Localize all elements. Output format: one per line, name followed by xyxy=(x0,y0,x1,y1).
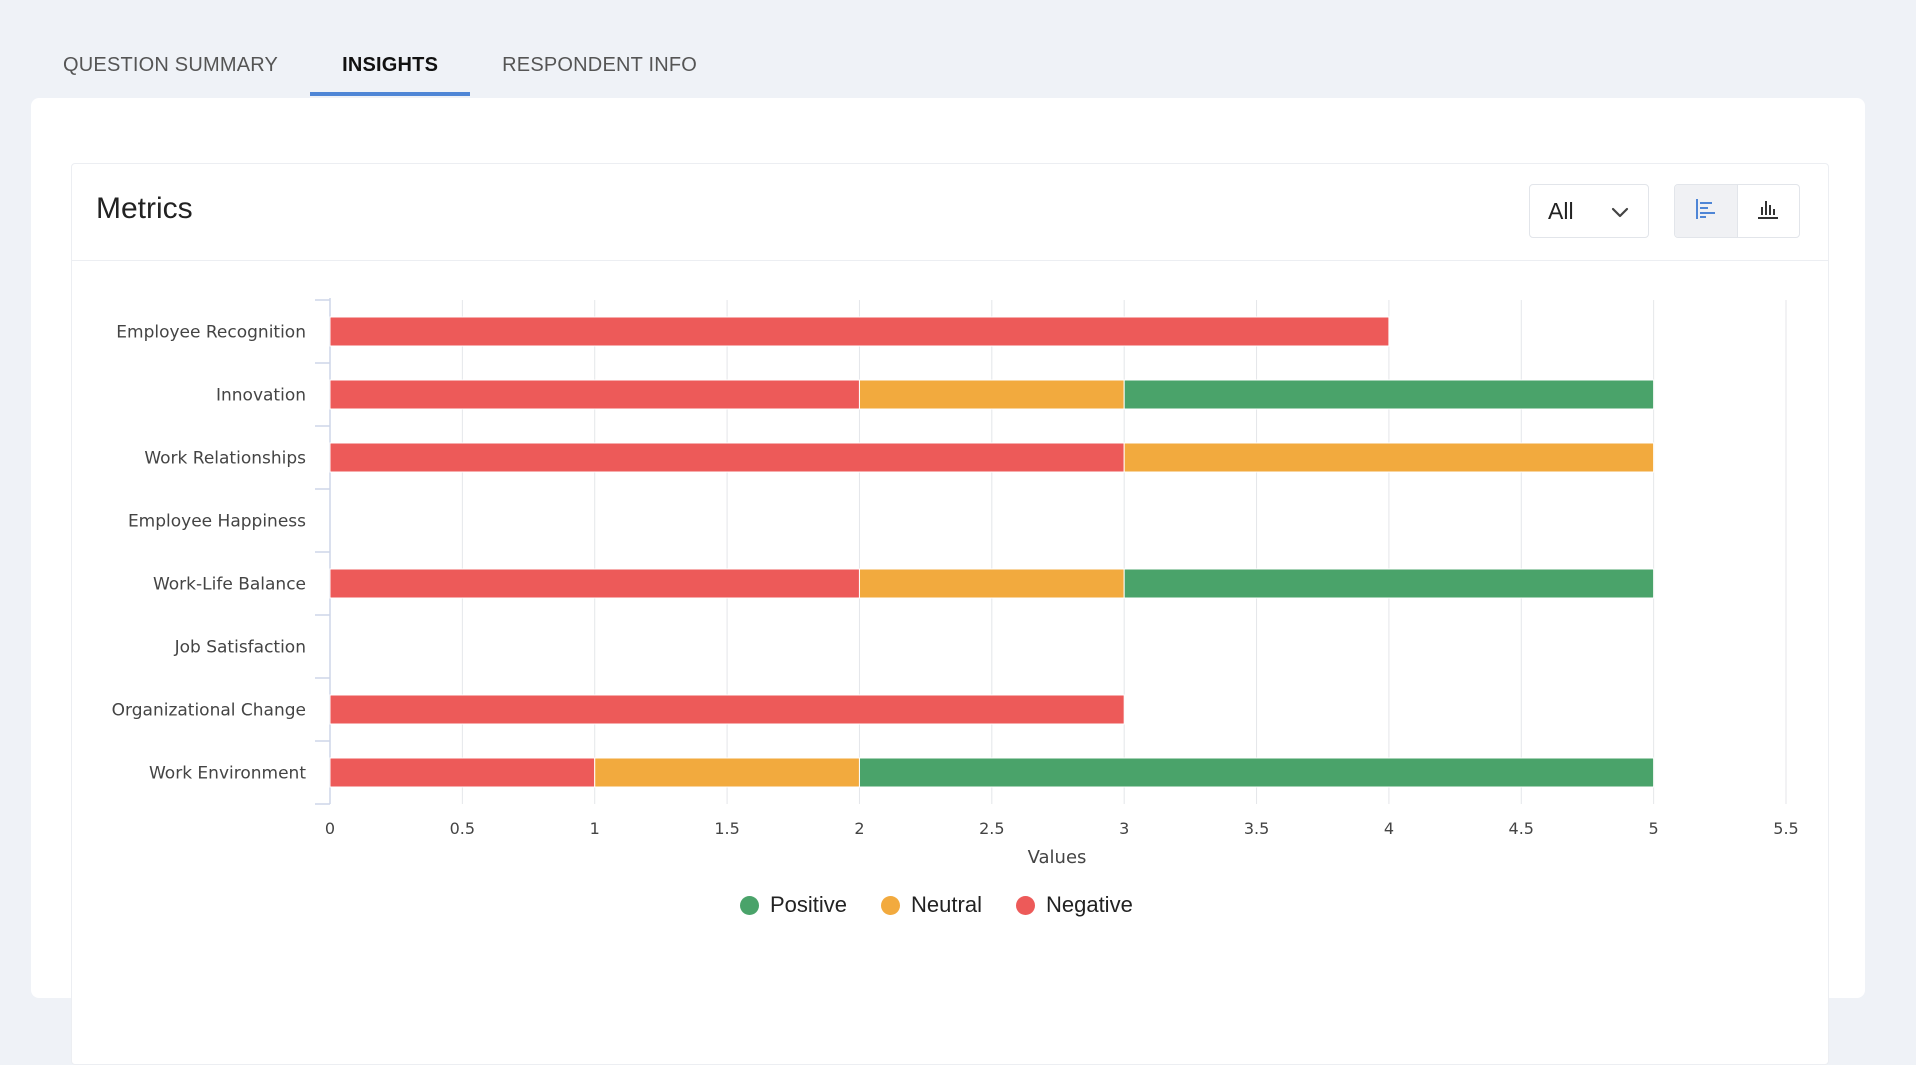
metrics-chart: 0 0.5 1 1.5 2 2.5 3 3.5 4 4.5 5 5.5 Employee Recogni… xyxy=(112,298,1799,868)
x-tick-label: 4 xyxy=(1384,819,1394,838)
bar-positive xyxy=(1123,379,1655,410)
x-tick-label: 5.5 xyxy=(1773,819,1798,838)
y-tick-label: Organizational Change xyxy=(112,701,306,721)
bar-negative xyxy=(329,379,860,410)
x-tick-label: 4.5 xyxy=(1509,819,1534,838)
horizontal-bar-view-button[interactable] xyxy=(1675,185,1737,237)
legend-item-positive[interactable]: Positive xyxy=(740,892,847,918)
x-tick-label: 2 xyxy=(854,819,864,838)
bar-neutral xyxy=(594,757,860,788)
y-tick-label: Job Satisfaction xyxy=(174,638,306,658)
bar-negative xyxy=(329,568,860,599)
x-tick-label: 1 xyxy=(590,819,600,838)
bar-negative xyxy=(329,442,1125,473)
legend-dot-negative xyxy=(1015,895,1035,915)
y-tick-label: Work Relationships xyxy=(144,449,306,469)
x-tick-label: 2.5 xyxy=(979,819,1004,838)
legend-item-neutral[interactable]: Neutral xyxy=(881,892,982,918)
filter-select-value: All xyxy=(1548,197,1574,224)
y-tick-label: Employee Recognition xyxy=(116,323,306,343)
y-tick-label: Innovation xyxy=(216,386,306,406)
y-tick-label: Employee Happiness xyxy=(128,512,306,532)
bar-neutral xyxy=(858,568,1125,599)
metrics-panel: Metrics All xyxy=(71,163,1829,1065)
bar-positive xyxy=(1123,568,1655,599)
chart-view-toggle xyxy=(1674,184,1800,238)
bar-negative xyxy=(329,316,1390,347)
filter-select[interactable]: All xyxy=(1529,184,1649,238)
tab-bar: QUESTION SUMMARY INSIGHTS RESPONDENT INF… xyxy=(31,38,729,96)
vertical-bar-view-button[interactable] xyxy=(1736,185,1800,237)
x-axis-label: Values xyxy=(1028,847,1087,868)
bar-neutral xyxy=(858,379,1125,410)
bar-negative xyxy=(329,694,1125,725)
y-tick-label: Work-Life Balance xyxy=(153,575,306,595)
legend-dot-neutral xyxy=(881,895,901,915)
legend-label-positive: Positive xyxy=(770,892,848,917)
x-tick-label: 5 xyxy=(1649,819,1659,838)
tab-insights[interactable]: INSIGHTS xyxy=(310,38,471,96)
tab-question-summary[interactable]: QUESTION SUMMARY xyxy=(63,54,279,76)
tab-respondent-info[interactable]: RESPONDENT INFO xyxy=(502,54,698,76)
chevron-down-icon xyxy=(1610,202,1630,227)
chart-legend: Positive Neutral Negative xyxy=(740,892,1133,918)
legend-item-negative[interactable]: Negative xyxy=(1015,892,1133,918)
legend-label-negative: Negative xyxy=(1045,892,1133,917)
legend-label-neutral: Neutral xyxy=(911,892,982,917)
y-tick-label: Work Environment xyxy=(149,764,306,784)
panel-title: Metrics xyxy=(96,192,193,225)
panel-header: Metrics All xyxy=(72,164,1828,261)
bar-negative xyxy=(329,757,596,788)
legend-dot-positive xyxy=(740,895,759,915)
bar-positive xyxy=(858,757,1655,788)
bar-neutral xyxy=(1123,442,1655,473)
x-tick-label: 0 xyxy=(325,819,335,838)
insights-card: Metrics All xyxy=(31,98,1865,1065)
horizontal-bar-icon xyxy=(1694,197,1718,226)
x-tick-label: 1.5 xyxy=(714,819,739,838)
x-tick-label: 3 xyxy=(1119,819,1129,838)
vertical-bar-icon xyxy=(1756,197,1780,226)
x-tick-label: 3.5 xyxy=(1244,819,1269,838)
x-tick-label: 0.5 xyxy=(450,819,475,838)
